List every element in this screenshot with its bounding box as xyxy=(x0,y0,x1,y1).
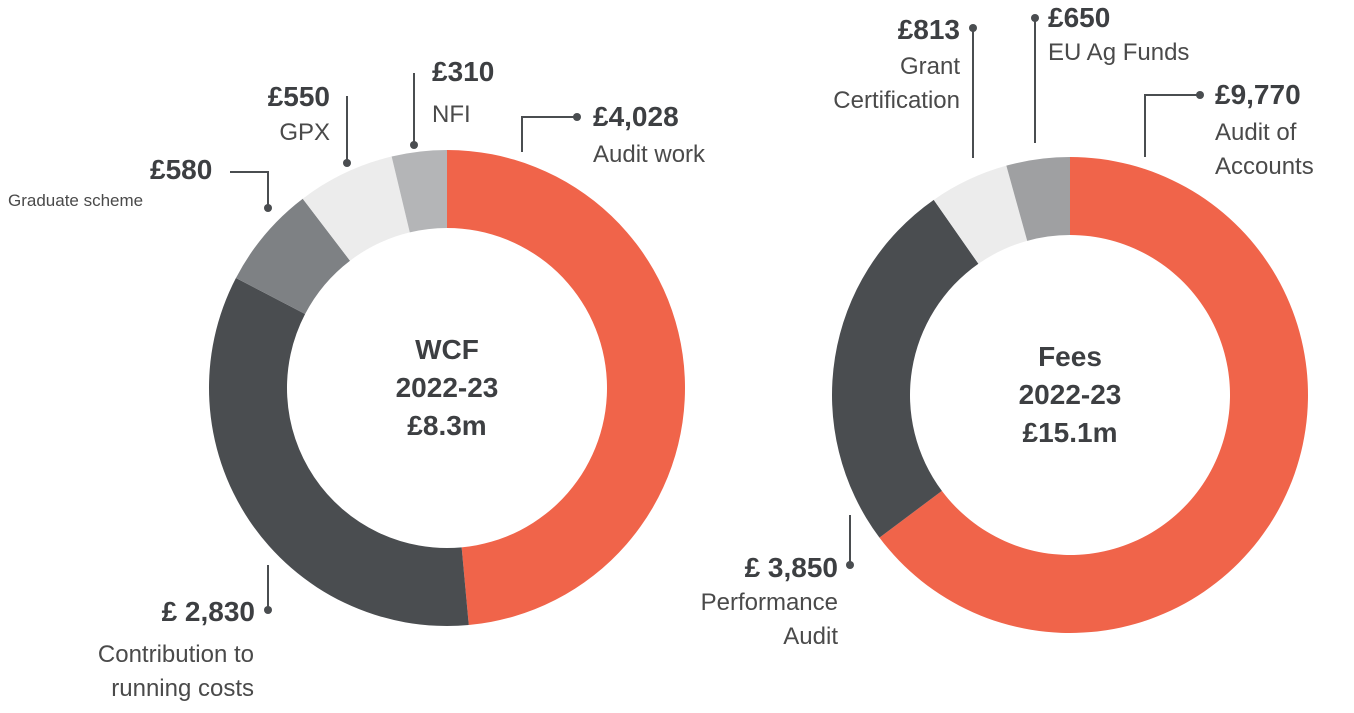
value-label: £ 2,830 xyxy=(161,596,255,627)
category-label: Audit work xyxy=(593,141,706,168)
donut-segment xyxy=(447,150,686,626)
category-label: Performance Audit xyxy=(700,589,838,650)
leader-dot xyxy=(573,113,581,121)
leader-dot xyxy=(1196,91,1204,99)
category-label: NFI xyxy=(432,101,471,128)
center-title: WCF xyxy=(415,334,479,365)
value-label: £813 xyxy=(897,14,960,45)
category-label: EU Ag Funds xyxy=(1048,39,1190,66)
donut-segment xyxy=(832,199,979,538)
category-label: Grant Certification xyxy=(833,53,960,114)
leader-line xyxy=(1144,94,1200,157)
leader-dot xyxy=(410,141,418,149)
donut-segment xyxy=(235,198,351,315)
center-total: £15.1m xyxy=(1022,417,1118,448)
donut-segment xyxy=(879,157,1308,633)
donut-segment xyxy=(1006,157,1070,241)
leader-dot xyxy=(343,159,351,167)
category-label: Graduate scheme xyxy=(8,191,144,210)
value-label: £580 xyxy=(150,154,213,185)
value-label: £550 xyxy=(267,81,330,112)
leader-line xyxy=(521,116,577,152)
value-label: £ 3,850 xyxy=(744,552,838,583)
value-label: £650 xyxy=(1048,2,1111,33)
leader-dot xyxy=(264,204,272,212)
donut-segment xyxy=(933,165,1028,264)
category-label: GPX xyxy=(279,119,330,146)
category-label: Audit of Accounts xyxy=(1215,119,1314,180)
leader-dot xyxy=(846,561,854,569)
value-label: £9,770 xyxy=(1215,79,1301,110)
donut-segment xyxy=(391,150,447,233)
center-title: Fees xyxy=(1038,341,1102,372)
leader-dot xyxy=(264,606,272,614)
leader-line xyxy=(230,171,269,208)
center-subtitle: 2022-23 xyxy=(1018,379,1122,410)
center-subtitle: 2022-23 xyxy=(395,372,499,403)
leader-dot xyxy=(1031,14,1039,22)
donut-segment xyxy=(209,278,469,626)
category-label: Contribution to running costs xyxy=(97,641,254,702)
value-label: £310 xyxy=(432,56,495,87)
donut-segment xyxy=(302,156,410,261)
center-total: £8.3m xyxy=(407,410,487,441)
value-label: £4,028 xyxy=(593,101,679,132)
leader-dot xyxy=(969,24,977,32)
